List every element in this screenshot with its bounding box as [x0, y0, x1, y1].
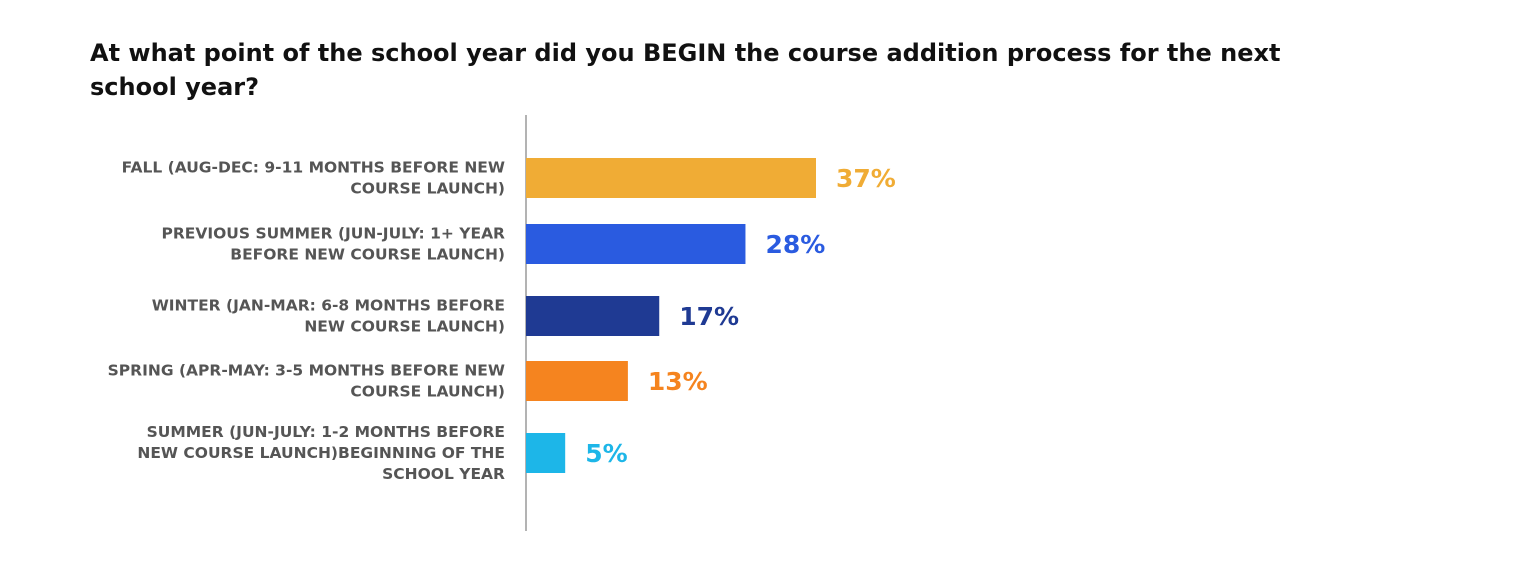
category-label-3: WINTER (JAN-MAR: 6-8 MONTHS BEFORE NEW CO…	[152, 297, 505, 336]
bar-4	[526, 361, 628, 401]
bar-2	[526, 224, 746, 264]
category-label-2: PREVIOUS SUMMER (JUN-JULY: 1+ YEAR BEFORE…	[161, 225, 505, 264]
value-label-5: 5%	[585, 439, 627, 468]
value-label-1: 37%	[836, 164, 896, 193]
category-label-5: SUMMER (JUN-JULY: 1-2 MONTHS BEFORE NEW C…	[137, 423, 505, 483]
bar-3	[526, 296, 660, 336]
category-label-4: SPRING (APR-MAY: 3-5 MONTHS BEFORE NEW CO…	[108, 362, 505, 401]
bar-1	[526, 158, 816, 198]
bars-group: 37% FALL (AUG-DEC: 9-11 MONTHS BEFORE NEW…	[108, 158, 896, 483]
chart-title: At what point of the school year did you…	[90, 39, 1281, 101]
value-label-2: 28%	[765, 230, 825, 259]
bar-5	[526, 433, 566, 473]
value-label-4: 13%	[648, 367, 708, 396]
value-label-3: 17%	[679, 302, 739, 331]
category-label-1: FALL (AUG-DEC: 9-11 MONTHS BEFORE NEW COU…	[122, 159, 505, 198]
